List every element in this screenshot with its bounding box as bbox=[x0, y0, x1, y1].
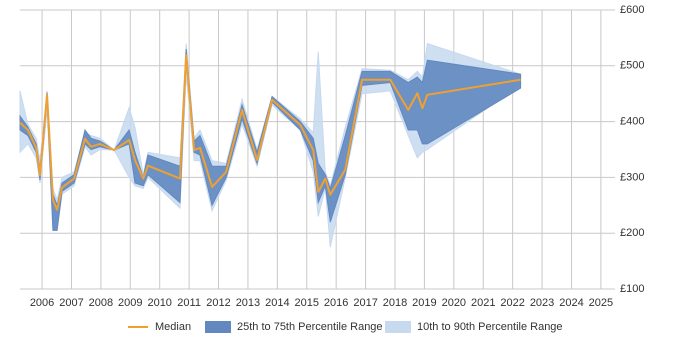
median-line bbox=[19, 54, 521, 211]
x-tick-label: 2025 bbox=[589, 297, 613, 309]
x-tick-label: 2017 bbox=[353, 297, 377, 309]
legend-label: 10th to 90th Percentile Range bbox=[417, 321, 563, 333]
legend-swatch bbox=[205, 321, 231, 333]
x-tick-label: 2006 bbox=[30, 297, 54, 309]
x-tick-label: 2013 bbox=[236, 297, 260, 309]
x-tick-label: 2024 bbox=[559, 297, 583, 309]
x-tick-label: 2018 bbox=[383, 297, 407, 309]
x-tick-label: 2010 bbox=[147, 297, 171, 309]
x-tick-label: 2012 bbox=[206, 297, 230, 309]
legend-label: 25th to 75th Percentile Range bbox=[237, 321, 383, 333]
x-tick-label: 2021 bbox=[471, 297, 495, 309]
x-tick-label: 2007 bbox=[59, 297, 83, 309]
x-tick-label: 2016 bbox=[324, 297, 348, 309]
y-tick-label: £100 bbox=[620, 283, 644, 295]
legend-swatch bbox=[385, 321, 411, 333]
x-tick-label: 2022 bbox=[500, 297, 524, 309]
x-tick-label: 2009 bbox=[118, 297, 142, 309]
y-tick-label: £200 bbox=[620, 227, 644, 239]
y-tick-label: £600 bbox=[620, 4, 644, 16]
range-area bbox=[19, 49, 522, 231]
x-tick-label: 2015 bbox=[295, 297, 319, 309]
y-tick-label: £500 bbox=[620, 60, 644, 72]
legend-label: Median bbox=[155, 321, 191, 333]
legend: Median 25th to 75th Percentile Range 10th … bbox=[128, 321, 563, 333]
x-tick-label: 2014 bbox=[265, 297, 289, 309]
x-tick-label: 2019 bbox=[412, 297, 436, 309]
x-tick-label: 2023 bbox=[530, 297, 554, 309]
x-tick-label: 2011 bbox=[177, 297, 201, 309]
y-tick-label: £300 bbox=[620, 171, 644, 183]
y-tick-label: £400 bbox=[620, 116, 644, 128]
x-tick-label: 2008 bbox=[89, 297, 113, 309]
x-tick-label: 2020 bbox=[442, 297, 466, 309]
